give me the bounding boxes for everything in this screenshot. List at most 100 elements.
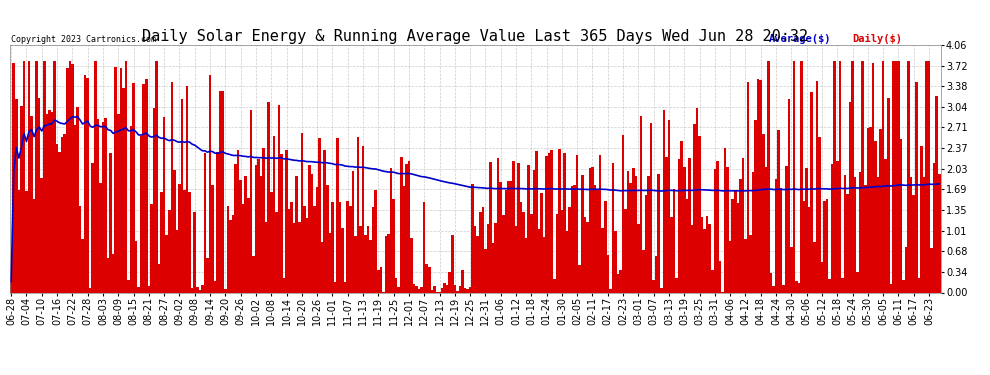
Bar	[902, 280, 905, 292]
Bar	[505, 190, 507, 292]
Bar	[235, 164, 237, 292]
Bar	[385, 236, 387, 292]
Bar	[915, 82, 918, 292]
Bar	[53, 60, 55, 292]
Bar	[836, 161, 839, 292]
Bar	[66, 68, 68, 292]
Bar	[20, 106, 23, 292]
Bar	[502, 215, 505, 292]
Bar	[254, 165, 257, 292]
Bar	[698, 136, 701, 292]
Bar	[262, 148, 265, 292]
Bar	[458, 286, 461, 292]
Bar	[604, 201, 607, 292]
Bar	[599, 156, 601, 292]
Bar	[716, 161, 719, 292]
Bar	[790, 247, 793, 292]
Bar	[415, 286, 418, 292]
Bar	[811, 93, 813, 292]
Bar	[798, 283, 800, 292]
Bar	[133, 83, 135, 292]
Bar	[229, 220, 232, 292]
Bar	[431, 290, 434, 292]
Bar	[764, 167, 767, 292]
Bar	[685, 199, 688, 292]
Bar	[512, 160, 515, 292]
Bar	[219, 91, 222, 292]
Bar	[387, 234, 390, 292]
Bar	[120, 68, 122, 292]
Bar	[874, 141, 877, 292]
Bar	[451, 235, 453, 292]
Bar	[410, 238, 413, 292]
Bar	[517, 163, 520, 292]
Bar	[18, 190, 20, 292]
Bar	[583, 217, 586, 292]
Bar	[248, 198, 249, 292]
Bar	[573, 185, 576, 292]
Bar	[803, 201, 806, 292]
Bar	[285, 150, 288, 292]
Bar	[762, 134, 764, 292]
Bar	[339, 202, 342, 292]
Bar	[647, 176, 649, 292]
Bar	[446, 285, 448, 292]
Bar	[591, 167, 594, 292]
Bar	[734, 191, 737, 292]
Bar	[632, 168, 635, 292]
Bar	[448, 272, 451, 292]
Bar	[245, 176, 248, 292]
Bar	[625, 209, 627, 292]
Bar	[640, 116, 643, 292]
Bar	[652, 280, 655, 292]
Bar	[581, 176, 583, 292]
Bar	[787, 99, 790, 292]
Bar	[910, 177, 913, 292]
Bar	[545, 156, 547, 292]
Bar	[99, 183, 102, 292]
Bar	[742, 158, 744, 292]
Bar	[138, 287, 140, 292]
Bar	[351, 171, 354, 292]
Bar	[112, 254, 115, 292]
Bar	[848, 102, 851, 292]
Bar	[107, 258, 109, 292]
Bar	[50, 112, 53, 292]
Bar	[614, 231, 617, 292]
Bar	[209, 75, 211, 292]
Bar	[109, 153, 112, 292]
Bar	[97, 120, 99, 292]
Bar	[201, 285, 204, 292]
Bar	[104, 118, 107, 292]
Bar	[374, 190, 377, 292]
Bar	[150, 204, 152, 292]
Bar	[900, 139, 902, 292]
Bar	[31, 116, 33, 292]
Bar	[165, 235, 168, 292]
Bar	[152, 108, 155, 292]
Bar	[288, 209, 290, 292]
Bar	[701, 217, 703, 292]
Bar	[277, 105, 280, 292]
Bar	[727, 166, 729, 292]
Bar	[84, 75, 86, 292]
Bar	[280, 154, 283, 292]
Bar	[543, 237, 545, 292]
Bar	[405, 164, 408, 292]
Bar	[481, 207, 484, 292]
Bar	[806, 168, 808, 292]
Bar	[884, 159, 887, 292]
Bar	[311, 174, 313, 292]
Bar	[780, 189, 782, 292]
Bar	[76, 106, 79, 292]
Bar	[933, 163, 936, 292]
Bar	[102, 122, 104, 292]
Bar	[471, 184, 474, 292]
Bar	[461, 270, 463, 292]
Bar	[565, 231, 568, 292]
Bar	[46, 114, 49, 292]
Bar	[494, 223, 497, 292]
Text: Copyright 2023 Cartronics.com: Copyright 2023 Cartronics.com	[11, 35, 155, 44]
Bar	[342, 228, 344, 292]
Bar	[63, 134, 66, 292]
